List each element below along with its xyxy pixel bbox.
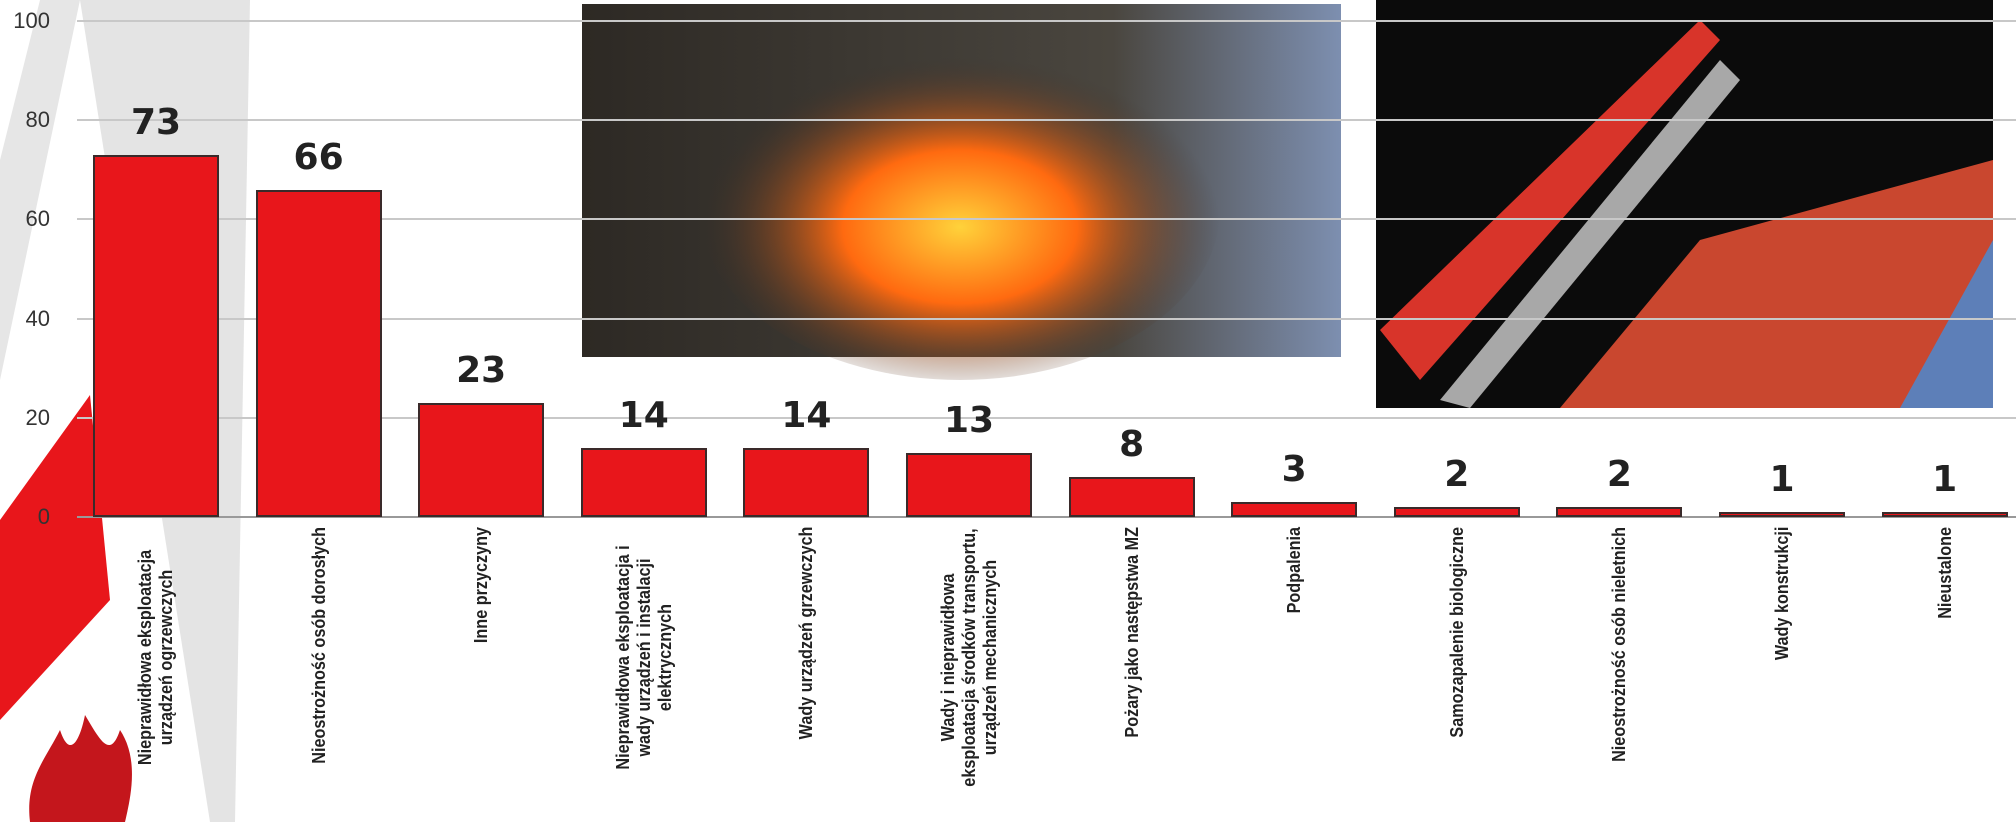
page: 0 20 40 60 80 100 73 Nieprawidłowa eksploatacja…	[0, 0, 2016, 822]
x-tick-text: Wady urządzeń grzewczych	[796, 527, 817, 740]
x-tick-text: Samozapalenie biologiczne	[1446, 527, 1467, 738]
grid-line	[77, 20, 2016, 22]
y-tick-label: 80	[0, 107, 50, 133]
bar	[1069, 477, 1195, 517]
x-tick-text: Nieprawidłowa eksploatacja i wady urządz…	[612, 527, 675, 788]
bar	[743, 448, 869, 517]
x-tick-label: Wady konstrukcji	[1734, 527, 1830, 817]
x-tick-label: Wady urządzeń grzewczych	[758, 527, 854, 817]
x-tick-label: Samozapalenie biologiczne	[1409, 527, 1505, 817]
bar	[1231, 502, 1357, 517]
value-label: 14	[726, 395, 886, 436]
value-label: 66	[239, 137, 399, 178]
y-tick-label: 100	[0, 8, 50, 34]
x-tick-label: Podpalenia	[1246, 527, 1342, 817]
value-label: 23	[401, 350, 561, 391]
x-tick-text: Nieprawidłowa eksploatacja urządzeń ogrz…	[135, 527, 177, 788]
x-tick-text: Nieostrożność osób nieletnich	[1609, 527, 1630, 762]
value-label: 8	[1052, 424, 1212, 465]
x-tick-text: Podpalenia	[1284, 527, 1305, 613]
x-tick-label: Nieostrożność osób nieletnich	[1571, 527, 1667, 817]
x-tick-text: Nieostrożność osób dorosłych	[308, 527, 329, 764]
x-tick-text: Nieustalone	[1934, 527, 1955, 619]
value-label: 13	[889, 400, 1049, 441]
x-tick-label: Inne przyczyny	[433, 527, 529, 817]
bar	[581, 448, 707, 517]
grid-line	[77, 119, 2016, 121]
value-label: 2	[1377, 454, 1537, 495]
value-label: 2	[1539, 454, 1699, 495]
x-tick-text: Wady konstrukcji	[1772, 527, 1793, 661]
value-label: 1	[1865, 459, 2016, 500]
bar	[1394, 507, 1520, 517]
bar	[418, 403, 544, 517]
x-tick-text: Wady i nieprawidłowa eksploatacja środkó…	[938, 527, 1001, 788]
bar	[1882, 512, 2008, 517]
x-tick-label: Nieustalone	[1897, 527, 1993, 817]
bar	[1556, 507, 1682, 517]
y-tick-label: 0	[0, 504, 50, 530]
y-tick-label: 40	[0, 306, 50, 332]
bar	[906, 453, 1032, 517]
plot-area: 0 20 40 60 80 100 73 Nieprawidłowa eksploatacja…	[0, 0, 2016, 822]
x-tick-label: Nieostrożność osób dorosłych	[271, 527, 367, 817]
x-tick-text: Inne przyczyny	[471, 527, 492, 643]
x-tick-label: Wady i nieprawidłowa eksploatacja środkó…	[921, 527, 1017, 817]
x-tick-label: Nieprawidłowa eksploatacja urządzeń ogrz…	[108, 527, 204, 817]
value-label: 14	[564, 395, 724, 436]
bar	[1719, 512, 1845, 517]
x-tick-label: Pożary jako następstwa MZ	[1084, 527, 1180, 817]
value-label: 1	[1702, 459, 1862, 500]
bar	[256, 190, 382, 517]
x-tick-text: Pożary jako następstwa MZ	[1121, 527, 1142, 738]
y-tick-label: 60	[0, 206, 50, 232]
x-tick-label: Nieprawidłowa eksploatacja i wady urządz…	[596, 527, 692, 817]
bar	[93, 155, 219, 517]
value-label: 73	[76, 102, 236, 143]
y-tick-label: 20	[0, 405, 50, 431]
value-label: 3	[1214, 449, 1374, 490]
